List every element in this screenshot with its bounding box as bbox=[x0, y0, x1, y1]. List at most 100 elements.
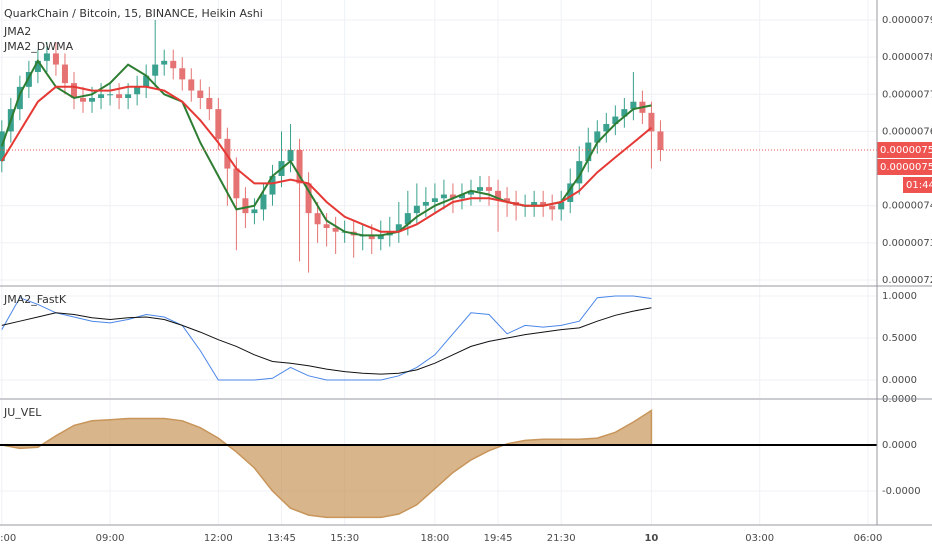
x-tick-label: 18:00 bbox=[420, 533, 449, 544]
y-tick-label: 0.00000770 bbox=[882, 89, 932, 100]
candle-body bbox=[431, 198, 438, 202]
candle-body bbox=[467, 190, 474, 195]
candle-body bbox=[540, 201, 547, 206]
candle-body bbox=[179, 68, 186, 80]
candle-body bbox=[152, 64, 159, 76]
candle-body bbox=[233, 168, 240, 199]
candle-body bbox=[34, 60, 41, 72]
countdown: 01:44 bbox=[906, 180, 932, 191]
candle-body bbox=[422, 201, 429, 206]
candle-body bbox=[143, 75, 150, 87]
indicator-line bbox=[0, 85, 653, 233]
candle-body bbox=[504, 198, 511, 202]
oscillator-line bbox=[1, 307, 652, 375]
candle-body bbox=[242, 198, 249, 214]
candle-body bbox=[657, 131, 664, 150]
candle-body bbox=[107, 94, 114, 96]
velocity-area bbox=[0, 409, 653, 519]
x-tick-label: 13:45 bbox=[267, 533, 296, 544]
candle-body bbox=[251, 209, 258, 214]
x-tick-label: 06:00 bbox=[0, 533, 16, 544]
candle-body bbox=[116, 94, 123, 98]
candle-body bbox=[603, 123, 610, 132]
y-tick-label: 0.00000730 bbox=[882, 238, 932, 249]
y-tick-label: 1.0000 bbox=[882, 291, 917, 302]
candle-body bbox=[594, 131, 601, 143]
y-tick-label: 0.00000740 bbox=[882, 201, 932, 212]
candle-body bbox=[134, 86, 141, 95]
x-tick-label: 06:00 bbox=[854, 533, 883, 544]
y-tick-label: -0.0000 bbox=[882, 486, 921, 497]
candle-body bbox=[404, 213, 411, 225]
candle-body bbox=[43, 53, 50, 61]
y-tick-label: 0.00000790 bbox=[882, 15, 932, 26]
pane-title: JMA2_FastK bbox=[3, 293, 67, 306]
candle-body bbox=[80, 97, 87, 102]
candle-body bbox=[558, 201, 565, 210]
candle-body bbox=[332, 227, 339, 232]
price-label: 0.00000755 bbox=[880, 145, 932, 156]
oscillator-line bbox=[1, 295, 652, 381]
candle-body bbox=[323, 224, 330, 228]
candle-body bbox=[70, 83, 77, 98]
chart-title: QuarkChain / Bitcoin, 15, BINANCE, Heiki… bbox=[4, 7, 263, 20]
x-tick-label: 03:00 bbox=[745, 533, 774, 544]
candle-body bbox=[98, 94, 105, 98]
y-tick-label: 0.0000 bbox=[882, 375, 917, 386]
candle-body bbox=[458, 194, 465, 199]
candle-body bbox=[413, 205, 420, 214]
x-tick-label: 10 bbox=[644, 533, 658, 544]
y-tick-label: 0.00000780 bbox=[882, 52, 932, 63]
candle-body bbox=[567, 183, 574, 202]
x-tick-label: 12:00 bbox=[204, 533, 233, 544]
x-tick-label: 21:30 bbox=[547, 533, 576, 544]
candle-body bbox=[52, 53, 59, 65]
pane-title: JU_VEL bbox=[3, 406, 42, 419]
legend-label: JMA2 bbox=[3, 25, 31, 38]
y-tick-label: 0.00000720 bbox=[882, 275, 932, 286]
candle-body bbox=[188, 79, 195, 91]
candle-body bbox=[576, 161, 583, 184]
candle-body bbox=[170, 60, 177, 69]
candle-body bbox=[224, 138, 231, 169]
candle-body bbox=[197, 90, 204, 98]
candle-body bbox=[477, 187, 484, 191]
candle-body bbox=[287, 149, 294, 162]
candle-body bbox=[89, 97, 96, 102]
y-tick-label: 0.00000760 bbox=[882, 126, 932, 137]
candle-body bbox=[296, 149, 303, 184]
price-label-box bbox=[877, 158, 932, 175]
candle-body bbox=[314, 213, 321, 225]
candle-body bbox=[16, 86, 23, 110]
legend-label: JMA2_DWMA bbox=[3, 40, 74, 53]
y-tick-label: 0.5000 bbox=[882, 333, 917, 344]
y-tick-label: 0.0000 bbox=[882, 440, 917, 451]
candle-body bbox=[260, 194, 267, 210]
candle-body bbox=[161, 60, 168, 65]
candle-body bbox=[368, 235, 375, 240]
candle-body bbox=[486, 187, 493, 191]
candle-body bbox=[495, 190, 502, 199]
countdown-box bbox=[903, 176, 932, 193]
candle-body bbox=[206, 97, 213, 110]
candle-body bbox=[305, 183, 312, 214]
candle-body bbox=[61, 64, 68, 84]
price-label-box bbox=[877, 141, 932, 158]
candle-body bbox=[269, 175, 276, 195]
x-tick-label: 09:00 bbox=[96, 533, 125, 544]
candle-body bbox=[585, 142, 592, 162]
candle-body bbox=[125, 94, 132, 98]
candle-body bbox=[648, 112, 655, 132]
candle-body bbox=[395, 224, 402, 232]
candle-body bbox=[449, 194, 456, 199]
candle-body bbox=[440, 194, 447, 199]
price-label: 0.00000754 bbox=[880, 162, 932, 173]
x-tick-label: 19:45 bbox=[484, 533, 513, 544]
candle-body bbox=[630, 101, 637, 110]
candle-body bbox=[549, 205, 556, 210]
candle-body bbox=[377, 235, 384, 240]
candle-body bbox=[612, 116, 619, 124]
candle-body bbox=[621, 109, 628, 117]
